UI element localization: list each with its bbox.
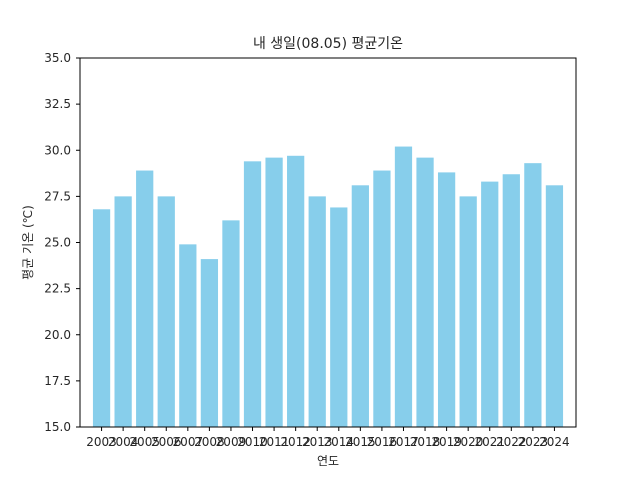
bar-2024 [545, 185, 564, 427]
x-axis: 2003200420052006200720082009201020112012… [86, 427, 570, 449]
bar-2015 [351, 185, 369, 427]
x-tick-label: 2007 [173, 435, 204, 449]
y-tick-label: 17.5 [44, 374, 71, 388]
bar-2019 [437, 172, 456, 427]
bar-2006 [157, 196, 175, 428]
x-tick-label: 2003 [86, 435, 117, 449]
y-tick-label: 30.0 [44, 143, 71, 157]
y-axis-label: 평균 기온 (℃) [21, 205, 35, 280]
bar-2022 [502, 174, 520, 427]
bar-2016 [373, 170, 391, 428]
x-tick-label: 2009 [216, 435, 247, 449]
x-tick-label: 2006 [151, 435, 182, 449]
y-tick-label: 15.0 [44, 420, 71, 434]
x-tick-label: 2008 [194, 435, 225, 449]
x-tick-label: 2023 [518, 435, 549, 449]
x-tick-label: 2017 [388, 435, 419, 449]
bar-2008 [200, 259, 219, 427]
bar-2018 [416, 157, 434, 427]
x-tick-label: 2022 [496, 435, 527, 449]
x-tick-label: 2019 [431, 435, 462, 449]
chart-title: 내 생일(08.05) 평균기온 [253, 36, 403, 52]
y-tick-label: 22.5 [44, 282, 71, 296]
y-axis: 15.0 17.5 20.0 22.5 25.0 27.5 30.0 32.5 35.0 [44, 51, 80, 434]
y-tick-label: 20.0 [44, 328, 71, 342]
x-tick-label: 2021 [474, 435, 505, 449]
bar-2017 [394, 146, 413, 427]
x-tick-label: 2004 [108, 435, 139, 449]
bar-group [92, 146, 564, 428]
x-tick-label: 2010 [237, 435, 268, 449]
bar-2010 [243, 161, 262, 427]
bar-2014 [330, 207, 348, 427]
x-tick-label: 2005 [129, 435, 160, 449]
x-axis-label: 연도 [317, 454, 339, 468]
x-tick-label: 2018 [410, 435, 441, 449]
bar-2004 [114, 196, 132, 428]
x-tick-label: 2011 [259, 435, 290, 449]
x-tick-label: 2020 [453, 435, 484, 449]
bar-2013 [308, 196, 326, 428]
bar-2011 [265, 157, 283, 427]
x-tick-label: 2016 [367, 435, 398, 449]
x-tick-label: 2014 [324, 435, 355, 449]
x-tick-label: 2015 [345, 435, 376, 449]
bar-2012 [287, 155, 305, 428]
y-tick-label: 27.5 [44, 189, 71, 203]
x-tick-label: 2013 [302, 435, 333, 449]
bar-2023 [524, 163, 542, 427]
bar-2020 [459, 196, 477, 428]
x-tick-label: 2012 [280, 435, 311, 449]
bar-2003 [92, 209, 111, 427]
bar-2021 [481, 181, 499, 427]
y-tick-label: 35.0 [44, 51, 71, 65]
bar-2007 [179, 244, 197, 427]
plot-frame [79, 57, 577, 428]
bar-2009 [222, 220, 240, 427]
y-tick-label: 32.5 [44, 97, 71, 111]
bar-2005 [136, 170, 154, 428]
y-tick-label: 25.0 [44, 236, 71, 250]
x-tick-label: 2024 [539, 435, 570, 449]
